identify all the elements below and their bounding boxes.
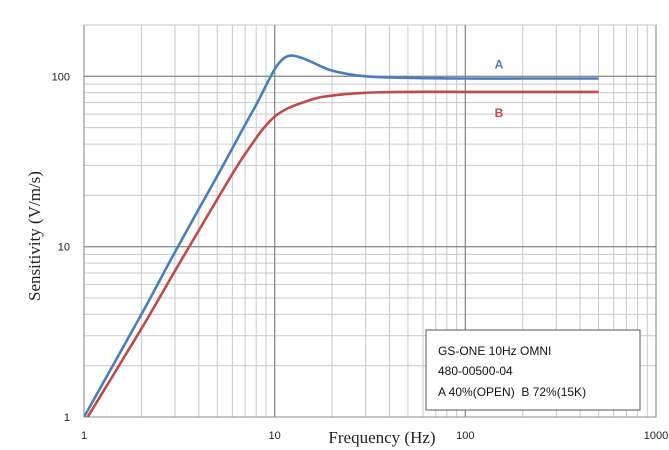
series-label-a: A [495,58,504,72]
y-tick-label: 10 [58,242,70,254]
annotation-frame [425,329,641,411]
series-lines [84,54,599,417]
x-tick-label: 10 [269,430,281,442]
y-tick-label: 1 [64,412,70,424]
annotation-line-3: A 40%(OPEN) B 72%(15K) [438,385,586,399]
annotation-line-1: GS-ONE 10Hz OMNI [438,344,551,358]
series-line-b [86,90,599,417]
x-tick-label: 1 [81,430,87,442]
y-axis-title: Sensitivity (V/m/s) [25,171,44,301]
annotation-line-2: 480-00500-04 [438,364,513,378]
x-tick-label: 100 [456,430,474,442]
x-tick-label: 1000 [644,430,668,442]
series-labels: AB [495,58,504,120]
grid-minor [84,24,656,417]
y-tick-label: 100 [52,71,70,83]
x-axis-title: Frequency (Hz) [328,428,435,447]
annotation-box: GS-ONE 10Hz OMNI 480-00500-04 A 40%(OPEN… [425,329,641,411]
series-label-b: B [495,106,504,120]
tick-labels: 1 10 100 1000 1 10 100 [52,71,669,442]
series-line-a [84,54,599,417]
